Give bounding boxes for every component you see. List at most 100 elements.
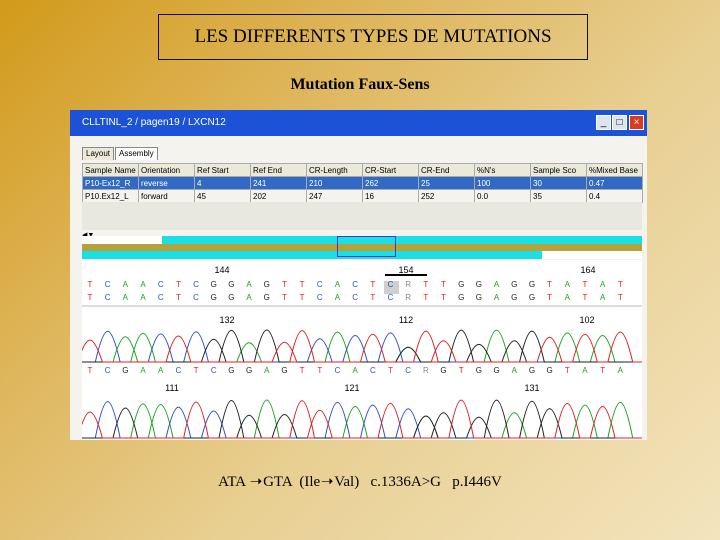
column-header[interactable]: Sample Name — [82, 163, 139, 177]
base-call: A — [618, 366, 624, 375]
table-cell: 0.47 — [586, 176, 643, 190]
base-call: T — [300, 280, 305, 289]
column-header[interactable]: Ref End — [250, 163, 307, 177]
table-cell: 210 — [306, 176, 363, 190]
base-call: T — [423, 293, 428, 302]
base-call: T — [565, 366, 570, 375]
bottom-position-label: 131 — [524, 383, 539, 393]
bottom-position-label: 121 — [344, 383, 359, 393]
trace-line — [82, 401, 642, 439]
base-call: G — [228, 366, 234, 375]
tab-layout[interactable]: Layout — [82, 147, 115, 160]
base-call: A — [565, 280, 571, 289]
column-header[interactable]: Orientation — [138, 163, 195, 177]
table-cell: 0.0 — [474, 189, 531, 203]
base-call: G — [476, 280, 482, 289]
protein-notation: p.I446V — [452, 474, 502, 490]
base-call: C — [370, 366, 376, 375]
tab-assembly[interactable]: Assembly — [115, 147, 158, 160]
base-call: R — [405, 293, 411, 302]
window-titlebar[interactable]: CLLTINL_2 / pagen19 / LXCN12 _ □ × — [70, 110, 647, 136]
base-call: G — [228, 280, 234, 289]
table-cell: 247 — [306, 189, 363, 203]
overview-selection-window[interactable] — [337, 236, 396, 257]
base-call: C — [317, 293, 323, 302]
table-cell: 25 — [418, 176, 475, 190]
top-position-label: 164 — [580, 265, 595, 275]
table-header-row: Sample Name Orientation Ref Start Ref En… — [82, 163, 643, 177]
column-header[interactable]: Sample Sco — [530, 163, 587, 177]
table-cell: 100 — [474, 176, 531, 190]
base-call: T — [441, 293, 446, 302]
column-header[interactable]: CR-Start — [362, 163, 419, 177]
base-call: A — [335, 293, 341, 302]
table-cell: 241 — [250, 176, 307, 190]
base-call: T — [441, 280, 446, 289]
base-call: A — [600, 293, 606, 302]
base-call: C — [388, 293, 394, 302]
arrow-icon: ➝ — [249, 474, 263, 490]
base-call: G — [511, 293, 517, 302]
table-row[interactable]: P10-Ex12_R reverse 4 241 210 262 25 100 … — [82, 176, 643, 190]
base-call: A — [140, 280, 146, 289]
base-call: T — [300, 366, 305, 375]
collapse-toggle-icon[interactable]: ◀▼ — [82, 231, 94, 239]
base-call: T — [583, 280, 588, 289]
overview-forward-read — [82, 251, 542, 259]
base-call: C — [352, 293, 358, 302]
column-header[interactable]: Ref Start — [194, 163, 251, 177]
mid-position-label: 132 — [219, 315, 234, 325]
base-call: A — [335, 280, 341, 289]
column-header[interactable]: %Mixed Base — [586, 163, 643, 177]
base-call: T — [282, 293, 287, 302]
table-row[interactable]: P10.Ex12_L forward 45 202 247 16 252 0.0… — [82, 189, 643, 203]
base-call: T — [317, 366, 322, 375]
base-call: T — [583, 293, 588, 302]
overview-reverse-read — [162, 236, 642, 244]
base-call: G — [211, 293, 217, 302]
base-call: G — [264, 293, 270, 302]
base-call: C — [352, 280, 358, 289]
base-call: T — [547, 293, 552, 302]
base-call: A — [494, 293, 500, 302]
base-call: C — [388, 280, 394, 289]
window-title: CLLTINL_2 / pagen19 / LXCN12 — [82, 117, 226, 128]
column-header[interactable]: %N's — [474, 163, 531, 177]
base-call: T — [300, 293, 305, 302]
maximize-button[interactable]: □ — [612, 115, 627, 130]
base-call: G — [281, 366, 287, 375]
table-cell: 45 — [194, 189, 251, 203]
trace-line — [82, 399, 642, 439]
base-call: A — [565, 293, 571, 302]
base-call: G — [529, 293, 535, 302]
codon-after: GTA — [263, 474, 292, 490]
column-header[interactable]: CR-Length — [306, 163, 363, 177]
base-call: C — [193, 293, 199, 302]
amino-acid-after: Val) — [334, 474, 360, 490]
base-call: A — [246, 280, 252, 289]
base-call: G — [546, 366, 552, 375]
base-call: T — [618, 280, 623, 289]
minimize-button[interactable]: _ — [596, 115, 611, 130]
sample-table: Sample Name Orientation Ref Start Ref En… — [82, 163, 643, 203]
base-call: G — [246, 366, 252, 375]
base-call: G — [511, 280, 517, 289]
base-call: T — [370, 293, 375, 302]
cdna-notation: c.1336A>G — [370, 474, 441, 490]
base-call: C — [335, 366, 341, 375]
mid-position-label: 112 — [399, 315, 413, 325]
base-call: A — [246, 293, 252, 302]
base-call: G — [440, 366, 446, 375]
top-position-label: 154 — [398, 265, 413, 275]
base-call: T — [370, 280, 375, 289]
bottom-position-label: 111 — [165, 383, 179, 393]
column-header[interactable]: CR-End — [418, 163, 475, 177]
table-cell: 262 — [362, 176, 419, 190]
base-call: G — [228, 293, 234, 302]
table-cell: P10.Ex12_L — [82, 189, 139, 203]
close-button[interactable]: × — [629, 115, 644, 130]
base-call: G — [264, 280, 270, 289]
base-call: C — [105, 293, 111, 302]
base-call: C — [175, 366, 181, 375]
